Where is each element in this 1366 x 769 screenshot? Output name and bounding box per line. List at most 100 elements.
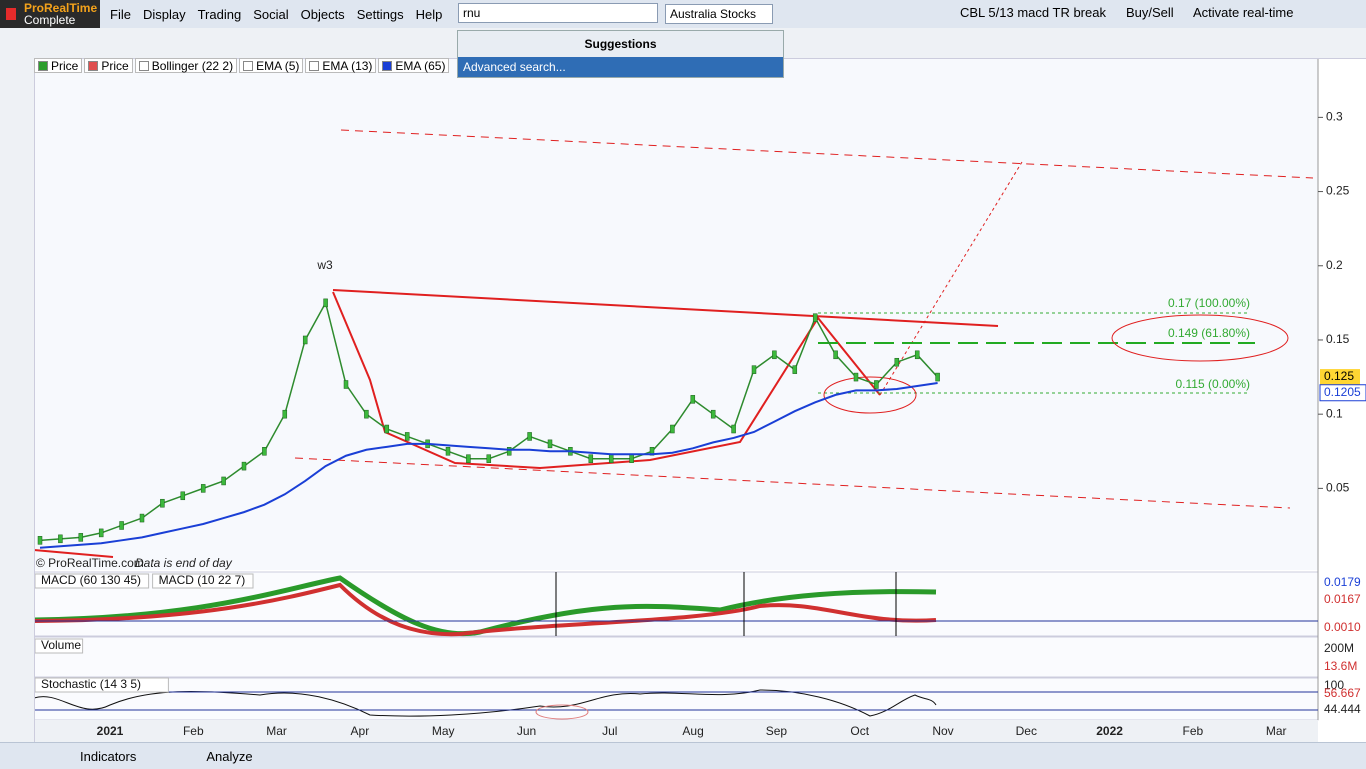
x-tick-label: Oct [850,724,869,738]
price-mark [180,491,186,501]
y-tick-label: 0.05 [1326,481,1350,495]
legend-swatch [88,60,99,71]
price-mark [833,350,838,360]
panel-label-bg [34,638,84,654]
search-box[interactable]: rnu [458,3,658,23]
x-tick-label: Apr [351,724,370,738]
menu-item[interactable]: Help [415,6,443,22]
y-tick-label: 0.1 [1326,406,1343,420]
price-mark [241,461,247,471]
price-mark [119,521,124,530]
x-tick-label: Mar [266,724,287,738]
panel-label: MACD (10 22 7) [159,573,246,587]
legend-item[interactable]: EMA (5) [239,58,304,73]
legend-item[interactable]: EMA (13) [305,58,377,73]
price-mark [608,454,614,463]
x-tick-label: Jul [602,724,617,738]
price-mark [874,380,879,389]
legend-swatch [38,60,48,71]
x-axis [34,720,1318,742]
price-mark [710,409,716,419]
menu-item[interactable]: File [110,6,131,22]
note: Data is end of day [135,556,233,570]
x-tick-label: 2021 [97,724,124,738]
price-mark [853,372,859,382]
price-mark [384,424,390,434]
x-tick-label: Nov [932,724,953,738]
legend-item[interactable]: Price [34,58,83,73]
suggestions-header: Suggestions [458,31,783,57]
price-mark [98,528,104,538]
price-mark [364,409,369,419]
menu-bar: ProRealTime Complete File Display Trading So… [0,0,1366,29]
legend-label: EMA (5) [256,58,300,73]
price-mark [139,513,145,523]
panel-scale: 44.444 [1324,702,1361,716]
panel-label-bg [34,573,150,589]
price-mark [343,380,349,389]
price-mark [262,447,267,456]
menus: File Display Trading Social Objects Settings H… [104,7,448,22]
x-tick-label: 2022 [1096,724,1123,738]
price-mark [58,534,63,544]
price-mark [547,439,553,449]
copyright: © ProRealTime.com [36,556,144,570]
price-mark [649,447,655,456]
price-mark [731,424,736,434]
annotation: 0.17 (100.00%) [1168,296,1250,310]
trend-line [33,549,114,558]
legend-item[interactable]: EMA (65) [378,58,450,73]
legend-label: Bollinger (22 2) [151,58,234,73]
price-mark [282,409,288,419]
panel-label: Stochastic (14 3 5) [41,677,141,691]
price-mark [200,484,206,493]
legend-swatch [309,60,320,71]
trend-line [332,289,999,327]
annotation: 0.149 (61.80%) [1168,326,1250,340]
panel-label-bg [152,573,254,589]
market-select[interactable]: Australia Stocks [665,4,773,24]
legend-label: EMA (13) [322,58,373,73]
pattern-line [332,291,881,470]
menu-item[interactable]: Trading [197,6,242,22]
realtime[interactable]: Activate real-time [1193,5,1294,20]
panel-scale: 13.6M [1324,659,1357,673]
menu-item[interactable]: Social [253,6,289,22]
menu-item[interactable]: Settings [356,6,404,22]
volume-panel [33,636,1319,678]
legend-swatch [382,60,393,71]
price-mark [445,447,451,456]
price-mark [323,298,328,308]
legend-swatch [138,60,149,71]
price-mark [404,432,410,441]
logo-text: ProRealTime [24,1,98,15]
alert-name[interactable]: CBL 5/13 macd TR break [960,5,1106,20]
annotation: w3 [316,258,333,272]
x-tick-label: Feb [183,724,204,738]
legend: Price Price Bollinger (22 2) EMA (5) EMA (13… [34,58,451,73]
analyze-button[interactable]: Analyze [206,748,253,764]
buy-sell[interactable]: Buy/Sell [1126,5,1174,20]
x-tick-label: Aug [682,724,703,738]
indicators-button[interactable]: Indicators [80,748,137,764]
price-panel [34,58,1318,570]
legend-item[interactable]: Price [84,58,133,73]
panel-scale: 0.0167 [1324,592,1361,606]
channel-line [294,457,1291,509]
legend-label: Price [101,58,129,73]
panel-scale: 0.0010 [1324,620,1361,634]
legend-item[interactable]: Bollinger (22 2) [134,58,238,73]
price-mark [935,372,940,382]
menu-item[interactable]: Display [142,6,186,22]
panel-scale: 200M [1324,641,1354,655]
advanced-search[interactable]: Advanced search... [458,57,783,77]
legend-label: Price [51,58,79,73]
price-mark [486,454,492,463]
menu-item[interactable]: Objects [300,6,345,22]
x-tick-label: Mar [1266,724,1287,738]
stochastic-panel [33,677,1319,721]
y-tick-label: 0.2 [1326,258,1343,272]
last-price-box [1320,369,1360,386]
